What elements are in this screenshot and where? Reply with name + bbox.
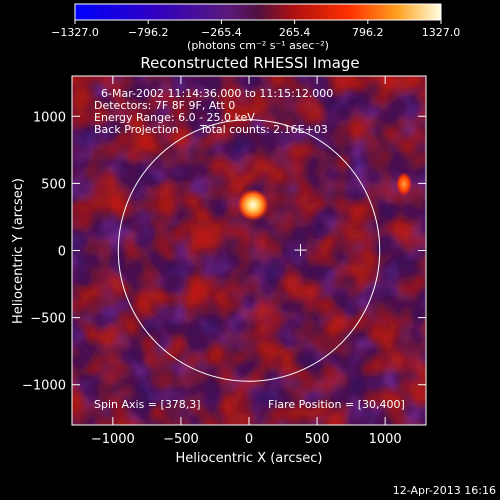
x-tick-label: 1000 [369, 432, 402, 447]
annotation-block: 6-Mar-2002 11:14:36.000 to 11:15:12.000 … [94, 87, 405, 411]
chart-title: Reconstructed RHESSI Image [140, 54, 359, 72]
y-tick-label: 1000 [33, 110, 66, 125]
y-axis-label: Heliocentric Y (arcsec) [11, 178, 26, 324]
annotation-flare-position: Flare Position = [30,400] [268, 398, 405, 411]
y-tick-label: 500 [41, 177, 66, 192]
colorbar-tick-label: 796.2 [352, 26, 384, 39]
y-axis-ticks: −1000 −500 0 500 1000 [22, 110, 426, 394]
colorbar-tick-label: 1327.0 [422, 26, 461, 39]
x-tick-label: −500 [163, 432, 199, 447]
annotation-spin-axis: Spin Axis = [378,3] [94, 398, 201, 411]
flare-source [237, 188, 270, 221]
x-tick-label: −1000 [91, 432, 135, 447]
colorbar-tick-label: −265.4 [201, 26, 242, 39]
y-tick-label: −1000 [22, 379, 66, 394]
image-panel [72, 76, 426, 425]
annotation-time: 6-Mar-2002 11:14:36.000 to 11:15:12.000 [101, 87, 333, 100]
annotation-method: Back Projection [94, 123, 179, 136]
colorbar-tick-label: −1327.0 [51, 26, 99, 39]
y-tick-label: −500 [30, 312, 66, 327]
x-axis-ticks: −1000 −500 0 500 1000 [91, 76, 402, 447]
colorbar-tick-label: −796.2 [128, 26, 169, 39]
footer-date: 12-Apr-2013 16:16 [393, 484, 496, 497]
colorbar [74, 3, 442, 21]
x-axis-label: Heliocentric X (arcsec) [176, 451, 323, 466]
annotation-detectors: Detectors: 7F 8F 9F, Att 0 [94, 99, 235, 112]
limb-hot-spot [396, 172, 412, 196]
annotation-counts: Total counts: 2.16E+03 [199, 123, 328, 136]
annotation-energy: Energy Range: 6.0 - 25.0 keV [94, 111, 255, 124]
colorbar-ticks: −1327.0 −796.2 −265.4 265.4 796.2 1327.0 [51, 20, 460, 39]
colorbar-tick-label: 265.4 [279, 26, 311, 39]
colorbar-unit-label: (photons cm⁻² s⁻¹ asec⁻²) [187, 39, 329, 52]
solar-disk-outline [117, 119, 381, 382]
x-tick-label: 0 [245, 432, 253, 447]
image-red-structure [72, 76, 426, 425]
x-tick-label: 500 [305, 432, 330, 447]
y-tick-label: 0 [58, 245, 66, 260]
spin-axis-marker [294, 244, 307, 257]
